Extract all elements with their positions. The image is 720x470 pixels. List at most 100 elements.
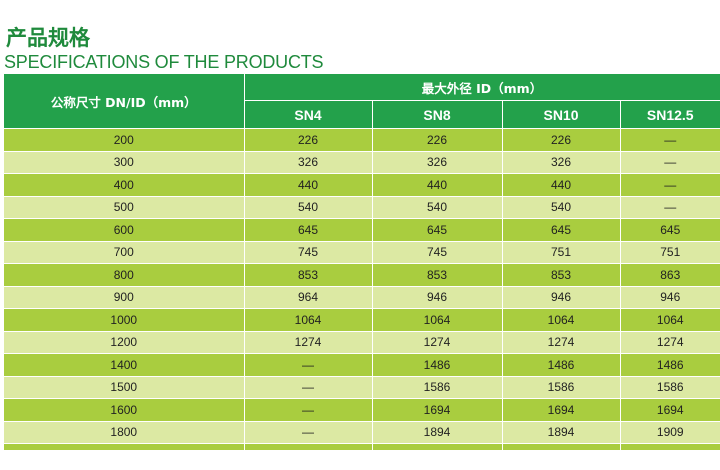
partial-cell [4, 443, 244, 451]
sn10-cell: 1894 [501, 421, 620, 444]
page-title-en: SPECIFICATIONS OF THE PRODUCTS [4, 52, 324, 72]
table-row: 1200 1274 1274 1274 1274 [4, 331, 720, 354]
table-row: 1500—1586 1586 1586 [4, 376, 720, 399]
partial-cell [501, 443, 620, 451]
sn10-cell: 540 [501, 196, 620, 219]
nominal-size-cell: 1500 [4, 376, 244, 399]
sn12-5-cell: 645 [619, 218, 720, 242]
sn8-cell: 745 [371, 241, 502, 264]
sn4-cell: 645 [243, 218, 372, 242]
sn4-cell: — [243, 376, 372, 399]
table-row: 400 440 440 440— [4, 173, 720, 197]
nominal-size-cell: 1000 [4, 308, 244, 332]
sn8-cell: 645 [371, 218, 502, 242]
sn10-cell: 645 [501, 218, 620, 242]
sn4-cell: 745 [243, 241, 372, 264]
table-row: 500 540 540 540— [4, 196, 720, 219]
partial-cell [619, 443, 720, 451]
sn12-5-cell: 1274 [619, 331, 720, 354]
table-row: 700 745 745 751 751 [4, 241, 720, 264]
sn12-5-cell: 1909 [619, 421, 720, 444]
table-row: 900 964 946 946 946 [4, 286, 720, 309]
sn12-5-cell: — [619, 173, 720, 197]
nominal-size-cell: 700 [4, 241, 244, 264]
table-row-partial [4, 443, 720, 451]
sn8-cell: 1274 [371, 331, 502, 354]
sn10-cell: 946 [501, 286, 620, 309]
sn4-cell: 226 [243, 128, 372, 152]
sn12-5-cell: 1064 [619, 308, 720, 332]
spec-table: 公称尺寸 DN/ID（mm） 最大外径 ID（mm） SN4 SN8 SN10 … [4, 74, 720, 451]
nominal-size-cell: 1200 [4, 331, 244, 354]
sn8-cell: 226 [371, 128, 502, 152]
sn10-cell: 1586 [501, 376, 620, 399]
sn10-cell: 853 [501, 263, 620, 287]
sn12-5-cell: — [619, 128, 720, 152]
sn12-5-cell: 1694 [619, 398, 720, 422]
table-row: 1600—1694 1694 1694 [4, 398, 720, 422]
nominal-size-cell: 500 [4, 196, 244, 219]
sn10-cell: 1486 [501, 353, 620, 377]
nominal-size-cell: 1800 [4, 421, 244, 444]
sn8-cell: 1894 [371, 421, 502, 444]
sn4-cell: — [243, 353, 372, 377]
nominal-size-cell: 200 [4, 128, 244, 152]
page-title-cn: 产品规格 [6, 26, 90, 50]
table-row: 600 645 645 645 645 [4, 218, 720, 242]
sn4-header: SN4 [243, 100, 373, 129]
sn10-cell: 1274 [501, 331, 620, 354]
sn4-cell: 1274 [243, 331, 372, 354]
sn8-cell: 1586 [371, 376, 502, 399]
sn12-5-cell: — [619, 196, 720, 219]
sn8-cell: 946 [371, 286, 502, 309]
sn10-cell: 440 [501, 173, 620, 197]
table-row: 1800—1894 1894 1909 [4, 421, 720, 444]
sn12-5-cell: 751 [619, 241, 720, 264]
nominal-size-cell: 1400 [4, 353, 244, 377]
sn4-cell: 440 [243, 173, 372, 197]
max-outer-diameter-header: 最大外径 ID（mm） [243, 74, 720, 102]
sn10-cell: 226 [501, 128, 620, 152]
sn10-cell: 751 [501, 241, 620, 264]
sn12-5-cell: 1486 [619, 353, 720, 377]
sn4-cell: — [243, 421, 372, 444]
sn4-cell: 326 [243, 151, 372, 174]
sn8-cell: 1486 [371, 353, 502, 377]
sn4-cell: — [243, 398, 372, 422]
sn12-5-cell: 863 [619, 263, 720, 287]
sn8-cell: 540 [371, 196, 502, 219]
nominal-size-cell: 900 [4, 286, 244, 309]
sn10-cell: 1694 [501, 398, 620, 422]
sn10-header: SN10 [501, 100, 621, 129]
partial-cell [371, 443, 502, 451]
sn4-cell: 853 [243, 263, 372, 287]
sn12-5-header: SN12.5 [619, 100, 720, 129]
sn4-cell: 540 [243, 196, 372, 219]
sn12-5-cell: 1586 [619, 376, 720, 399]
nominal-size-cell: 800 [4, 263, 244, 287]
sn10-cell: 1064 [501, 308, 620, 332]
sn4-cell: 1064 [243, 308, 372, 332]
table-row: 1400—1486 1486 1486 [4, 353, 720, 377]
nominal-size-cell: 600 [4, 218, 244, 242]
sn4-cell: 964 [243, 286, 372, 309]
table-row: 1000 1064 1064 1064 1064 [4, 308, 720, 332]
partial-cell [243, 443, 372, 451]
sn8-header: SN8 [371, 100, 503, 129]
sn12-5-cell: 946 [619, 286, 720, 309]
nominal-size-cell: 300 [4, 151, 244, 174]
sn10-cell: 326 [501, 151, 620, 174]
spec-table-body: 200 226 226 226—300 326 326 326—400 440 440 440—5… [4, 128, 720, 451]
sn8-cell: 326 [371, 151, 502, 174]
nominal-size-cell: 400 [4, 173, 244, 197]
nominal-size-cell: 1600 [4, 398, 244, 422]
table-row: 200 226 226 226— [4, 128, 720, 152]
sn8-cell: 853 [371, 263, 502, 287]
sn8-cell: 1064 [371, 308, 502, 332]
sn8-cell: 1694 [371, 398, 502, 422]
nominal-size-header: 公称尺寸 DN/ID（mm） [4, 74, 245, 129]
table-row: 800 853 853 853 863 [4, 263, 720, 287]
sn12-5-cell: — [619, 151, 720, 174]
sn8-cell: 440 [371, 173, 502, 197]
